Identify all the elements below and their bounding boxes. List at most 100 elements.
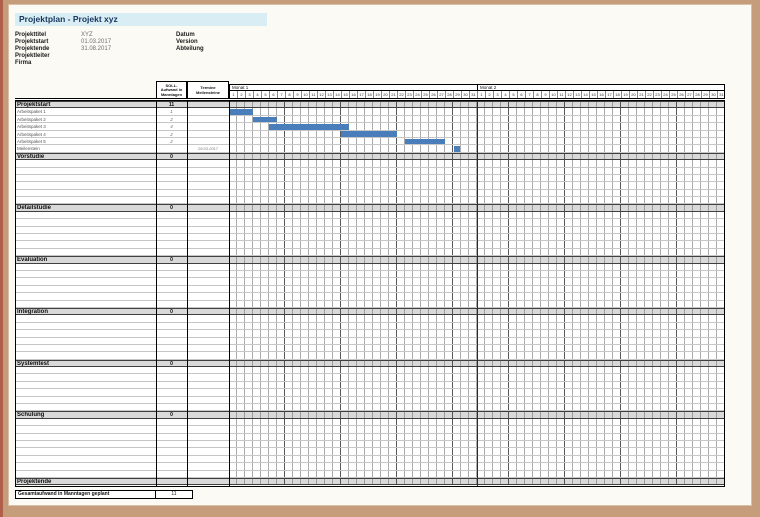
- info-label-abteilung: Abteilung: [176, 46, 204, 52]
- gantt-day-row: 1 2 3 4 5 6 7 8 9 10 11 12 13 14 15 16 17 18 19 20 21 22 23 24 2…: [230, 91, 724, 99]
- task-name-cell: [15, 471, 156, 477]
- day-header: 30: [462, 91, 470, 99]
- task-name-cell[interactable]: Arbeitspaket 1: [17, 109, 46, 115]
- task-name-cell: [15, 249, 156, 255]
- termine-cell: [187, 463, 229, 469]
- milestone-marker[interactable]: [454, 146, 460, 152]
- task-row[interactable]: Arbeitspaket 3 4: [15, 123, 725, 131]
- day-header: 26: [430, 91, 438, 99]
- soll-value-cell[interactable]: 2: [170, 138, 173, 144]
- termine-cell: [187, 131, 229, 137]
- soll-value-cell: [156, 441, 187, 447]
- day-header: 30: [710, 91, 718, 99]
- soll-value-cell[interactable]: 2: [170, 116, 173, 122]
- soll-value-cell: [156, 175, 187, 181]
- gantt-table: SOLL-Aufwand in Manntagen Termine Meilen…: [15, 81, 725, 503]
- column-line-soll: [156, 101, 157, 486]
- section-row: Vorstudie 0: [15, 152, 725, 161]
- termine-cell: [187, 264, 229, 270]
- day-header: 9: [294, 91, 302, 99]
- empty-row: [15, 285, 725, 294]
- day-header: 12: [566, 91, 574, 99]
- section-row: Schulung 0: [15, 411, 725, 419]
- gantt-bar[interactable]: [405, 138, 445, 145]
- empty-row: [15, 455, 725, 464]
- empty-row: [15, 463, 725, 471]
- summary-value[interactable]: 11: [155, 490, 193, 499]
- task-name-cell[interactable]: Arbeitspaket 5: [17, 138, 46, 144]
- day-header: 5: [262, 91, 270, 99]
- soll-value-cell[interactable]: 2: [170, 131, 173, 137]
- day-header: 8: [286, 91, 294, 99]
- task-row[interactable]: Arbeitspaket 1 1: [15, 108, 725, 116]
- task-name-cell: Integration: [17, 308, 48, 315]
- day-header: 3: [246, 91, 254, 99]
- empty-row: [15, 160, 725, 168]
- day-header: 14: [334, 91, 342, 99]
- gantt-bar[interactable]: [253, 116, 277, 123]
- info-label-firma: Firma: [15, 60, 32, 66]
- termine-cell: [187, 205, 229, 210]
- section-row: Projektende: [15, 477, 725, 486]
- task-row[interactable]: Arbeitspaket 2 2: [15, 115, 725, 124]
- soll-value-cell[interactable]: 4: [170, 124, 173, 130]
- termine-cell: [187, 293, 229, 299]
- task-name-cell: [15, 271, 156, 277]
- empty-row: [15, 470, 725, 478]
- empty-row: [15, 167, 725, 175]
- soll-value-cell: [156, 190, 187, 196]
- page-title: Projektplan - Projekt xyz: [15, 13, 267, 26]
- soll-value-cell: [156, 404, 187, 410]
- soll-value-cell: [156, 456, 187, 462]
- termine-cell: [187, 434, 229, 440]
- soll-value-cell: [156, 374, 187, 380]
- gantt-bar[interactable]: [341, 131, 397, 137]
- empty-row: [15, 433, 725, 441]
- summary-label: Gesamtaufwand in Manntagen geplant: [15, 490, 156, 499]
- info-value-projekttitel[interactable]: XYZ: [81, 32, 93, 38]
- termine-cell: [187, 175, 229, 181]
- day-header: 16: [598, 91, 606, 99]
- termine-cell: [187, 309, 229, 314]
- soll-value-cell: [156, 323, 187, 329]
- task-name-cell[interactable]: Arbeitspaket 2: [17, 116, 46, 122]
- day-header: 19: [374, 91, 382, 99]
- task-name-cell: [15, 352, 156, 358]
- task-name-cell[interactable]: Arbeitspaket 4: [17, 131, 46, 137]
- soll-value-cell: [156, 286, 187, 292]
- gantt-bar[interactable]: [269, 123, 349, 130]
- day-header: 17: [606, 91, 614, 99]
- empty-row: [15, 389, 725, 397]
- day-header: 2: [238, 91, 246, 99]
- empty-row: [15, 418, 725, 427]
- termine-cell: [187, 212, 229, 218]
- termine-cell[interactable]: 29.03.2017: [197, 146, 219, 152]
- task-name-cell: [15, 389, 156, 395]
- day-header: 22: [398, 91, 406, 99]
- day-header: 2: [486, 91, 494, 99]
- empty-row: [15, 174, 725, 183]
- empty-row: [15, 374, 725, 382]
- info-value-projektende[interactable]: 31.08.2017: [81, 46, 112, 52]
- soll-value-cell: [156, 249, 187, 255]
- gantt-bar[interactable]: [229, 109, 253, 115]
- termine-cell: [187, 249, 229, 255]
- info-value-projektstart[interactable]: 01.03.2017: [81, 39, 112, 45]
- milestone-row[interactable]: Meilenstein 29.03.2017: [15, 145, 725, 153]
- month-header: Monat 2: [478, 85, 724, 91]
- termine-cell: [187, 219, 229, 225]
- month-boundary-line: [477, 101, 478, 486]
- soll-value-cell[interactable]: 1: [170, 109, 173, 115]
- termine-cell: [187, 138, 229, 144]
- empty-row: [15, 300, 725, 308]
- termine-cell: [187, 286, 229, 292]
- termine-cell: [187, 382, 229, 388]
- termine-cell: [187, 338, 229, 344]
- column-line-gantt-start: [229, 101, 230, 486]
- task-row[interactable]: Arbeitspaket 4 2: [15, 130, 725, 138]
- termine-cell: [187, 315, 229, 321]
- task-name-cell: Evaluation: [17, 257, 48, 263]
- task-row[interactable]: Arbeitspaket 5 2: [15, 137, 725, 146]
- task-name-cell[interactable]: Arbeitspaket 3: [17, 124, 46, 130]
